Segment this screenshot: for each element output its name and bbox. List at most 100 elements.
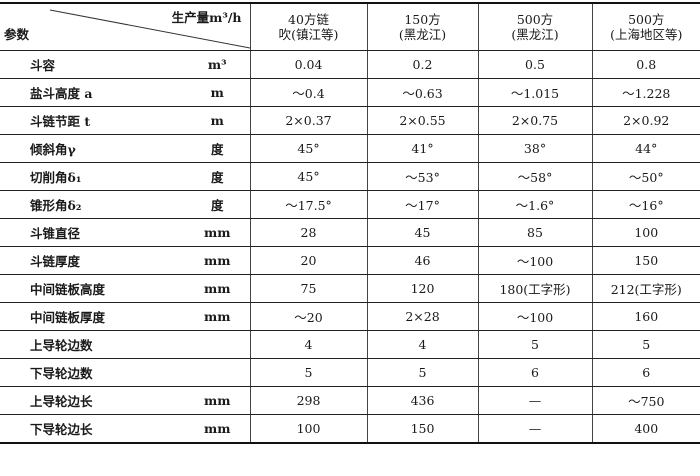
value-cell: 0.5 <box>477 50 592 79</box>
unit: mm <box>185 246 250 275</box>
param-name: 上导轮边长 <box>0 386 185 415</box>
table-row: 中间链板厚度 mm ～20 2×28 ～100 160 <box>0 302 700 331</box>
value-cell: 20 <box>249 246 367 275</box>
table-row: 上导轮边长 mm 298 436— ～750 <box>0 386 700 415</box>
value-cell: 298 <box>249 386 367 415</box>
value-cell: ～50° <box>591 162 700 191</box>
table-row: 切削角δ₁ 度 45° ～53° ～58° ～50° <box>0 162 700 191</box>
value-cell: ～100 <box>477 302 592 331</box>
table-row: 倾斜角γ 度 45° 41° 38° 44° <box>0 134 700 163</box>
param-header: 参数 <box>4 27 30 42</box>
value-cell: 150 <box>591 246 700 275</box>
param-name: 下导轮边数 <box>0 358 185 387</box>
value-cell: 0.8 <box>591 50 700 79</box>
table-row: 盐斗高度 a m ～0.4 ～0.63 ～1.015 ～1.228 <box>0 78 700 107</box>
column-header-line1: 40方链 <box>288 12 329 27</box>
output-header: 生产量m³/h <box>171 10 242 25</box>
unit: mm <box>185 218 250 247</box>
table-row: 锥形角δ₂ 度～17.5° ～17° ～1.6° ～16° <box>0 190 700 219</box>
param-name: 斗容 <box>0 50 185 79</box>
diagonal-divider <box>49 9 250 49</box>
column-header: 150方 (黑龙江) <box>366 3 478 51</box>
value-cell: ～0.63 <box>366 78 478 107</box>
table-row: 下导轮边长 mm 100 150—400 <box>0 414 700 444</box>
value-cell: 4 <box>249 330 367 359</box>
param-name: 倾斜角γ <box>0 134 185 163</box>
value-cell: ～1.228 <box>591 78 700 107</box>
param-name: 斗锥直径 <box>0 218 185 247</box>
value-cell: 2×0.92 <box>591 106 700 135</box>
column-header-line2: (黑龙江) <box>511 27 559 42</box>
column-header-line1: 150方 <box>404 12 441 27</box>
unit: m³ <box>185 50 250 79</box>
value-cell: 45 <box>366 218 478 247</box>
value-cell: ～100 <box>477 246 592 275</box>
parameter-table: 参数 生产量m³/h 40方链 吹(镇江等) 150方 (黑龙江) 500方 (黑龙江… <box>0 2 700 444</box>
value-cell: 0.2 <box>366 50 478 79</box>
param-name: 锥形角δ₂ <box>0 190 185 219</box>
param-name: 切削角δ₁ <box>0 162 185 191</box>
param-name: 斗链厚度 <box>0 246 185 275</box>
value-cell: 436 <box>366 386 478 415</box>
header-corner-cell: 参数 生产量m³/h <box>0 3 250 51</box>
param-name: 上导轮边数 <box>0 330 185 359</box>
column-header: 500方 (黑龙江) <box>477 3 592 51</box>
value-cell: 2×0.55 <box>366 106 478 135</box>
unit: mm <box>185 386 250 415</box>
value-cell: ～1.6° <box>477 190 592 219</box>
value-cell: ～58° <box>477 162 592 191</box>
value-cell: 41° <box>366 134 478 163</box>
value-cell: 46 <box>366 246 478 275</box>
value-cell: — <box>477 386 592 415</box>
value-cell: 5 <box>366 358 478 387</box>
value-cell: 5 <box>477 330 592 359</box>
value-cell: ～1.015 <box>477 78 592 107</box>
param-name: 中间链板厚度 <box>0 302 185 331</box>
param-name: 中间链板高度 <box>0 274 185 303</box>
unit: mm <box>185 302 250 331</box>
value-cell: 2×0.75 <box>477 106 592 135</box>
column-header-line1: 500方 <box>516 12 554 27</box>
value-cell: ～0.4 <box>249 78 367 107</box>
column-header: 500方 (上海地区等) <box>591 3 700 51</box>
unit: m <box>185 78 250 107</box>
value-cell: 38° <box>477 134 592 163</box>
value-cell: 400 <box>591 414 700 444</box>
value-cell: ～16° <box>591 190 700 219</box>
table-row: 上导轮边数 4 4 5 5 <box>0 330 700 359</box>
column-header-line2: (黑龙江) <box>398 27 447 42</box>
value-cell: 85 <box>477 218 592 247</box>
value-cell: 45° <box>249 134 367 163</box>
unit: 度 <box>185 190 250 219</box>
value-cell: 2×0.37 <box>249 106 367 135</box>
value-cell: ～17.5° <box>249 190 367 219</box>
value-cell: 75 <box>249 274 367 303</box>
value-cell: ～20 <box>249 302 367 331</box>
unit <box>185 358 250 387</box>
value-cell: ～53° <box>366 162 478 191</box>
param-name: 下导轮边长 <box>0 414 185 444</box>
value-cell: 4 <box>366 330 478 359</box>
unit <box>185 330 250 359</box>
unit: 度 <box>185 162 250 191</box>
header-row: 参数 生产量m³/h 40方链 吹(镇江等) 150方 (黑龙江) 500方 (黑龙江… <box>0 3 700 51</box>
table-row: 斗锥直径 mm 28 45 85 100 <box>0 218 700 247</box>
table-row: 斗链节距 t m 2×0.37 2×0.55 2×0.75 2×0.92 <box>0 106 700 135</box>
value-cell: 100 <box>249 414 367 444</box>
table-row: 中间链板高度 mm 75 120 180(工字形) 212(工字形) <box>0 274 700 303</box>
value-cell: 2×28 <box>366 302 478 331</box>
value-cell: 28 <box>249 218 367 247</box>
column-header-line2: (上海地区等) <box>610 27 683 42</box>
table-row: 斗链厚度 mm 20 46 ～100 150 <box>0 246 700 275</box>
value-cell: 5 <box>591 330 700 359</box>
param-name: 盐斗高度 a <box>0 78 185 107</box>
unit: m <box>185 106 250 135</box>
value-cell: 100 <box>591 218 700 247</box>
value-cell: 160 <box>591 302 700 331</box>
table-row: 下导轮边数 5 5 6 6 <box>0 358 700 387</box>
unit: 度 <box>185 134 250 163</box>
value-cell: ～750 <box>591 386 700 415</box>
value-cell: 120 <box>366 274 478 303</box>
value-cell: 150 <box>366 414 478 444</box>
value-cell: 212(工字形) <box>591 274 700 303</box>
